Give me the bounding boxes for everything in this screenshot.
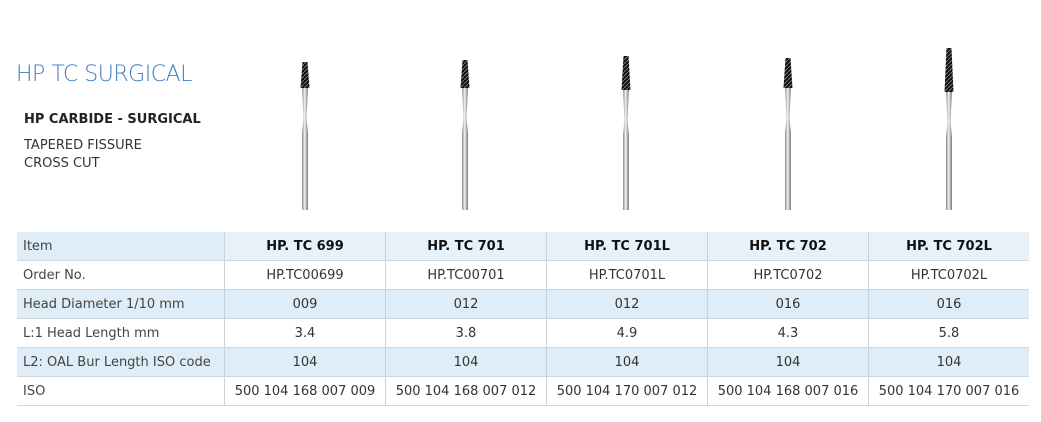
table-cell: 500 104 170 007 012 xyxy=(546,377,707,405)
table-cell: 500 104 168 007 016 xyxy=(707,377,868,405)
table: Item HP. TC 699 HP. TC 701 HP. TC 701L HP. T… xyxy=(17,232,1029,406)
table-cell: 016 xyxy=(707,290,868,318)
row-label: Item xyxy=(17,232,224,260)
table-cell: 500 104 168 007 012 xyxy=(385,377,546,405)
table-cell: 104 xyxy=(868,348,1029,376)
table-cell: 104 xyxy=(385,348,546,376)
description: CROSS CUT xyxy=(24,156,100,171)
table-cell: 104 xyxy=(546,348,707,376)
bur-part xyxy=(623,90,629,210)
bur-part xyxy=(302,88,308,210)
table-cell: 4.9 xyxy=(546,319,707,347)
table-cell: HP. TC 699 xyxy=(224,232,385,260)
table-row: L2: OAL Bur Length ISO code 104 104 104 104 1… xyxy=(17,348,1029,377)
table-cell: 016 xyxy=(868,290,1029,318)
table-cell: 009 xyxy=(224,290,385,318)
row-label: Head Diameter 1/10 mm xyxy=(17,290,224,318)
row-label: Order No. xyxy=(23,267,86,283)
table-row: Order No. HP.TC00699 HP.TC00701 HP.TC0701L H… xyxy=(17,261,1029,290)
table-cell: HP. TC 701 xyxy=(385,232,546,260)
description: TAPERED FISSURE xyxy=(24,138,142,153)
table-cell: 4.3 xyxy=(707,319,868,347)
row-label: ISO xyxy=(23,383,46,399)
table-cell: 500 104 168 007 009 xyxy=(224,377,385,405)
table-cell: HP.TC0702L xyxy=(868,261,1029,289)
table-cell: HP.TC00701 xyxy=(385,261,546,289)
bur-images xyxy=(300,48,954,210)
title: HP TC SURGICAL xyxy=(16,62,192,87)
bur-part xyxy=(300,62,310,88)
table-cell: 104 xyxy=(224,348,385,376)
table-cell: HP.TC00699 xyxy=(224,261,385,289)
table-cell: HP.TC0701L xyxy=(546,261,707,289)
table-cell: HP.TC0702 xyxy=(707,261,868,289)
table-row: Item HP. TC 699 HP. TC 701 HP. TC 701L HP. T… xyxy=(17,232,1029,261)
table-cell: 012 xyxy=(385,290,546,318)
row-label: L2: OAL Bur Length ISO code xyxy=(17,348,224,376)
table-row: ISO 500 104 168 007 009 500 104 168 007 01… xyxy=(17,377,1029,406)
table-cell: 500 104 170 007 016 xyxy=(868,377,1029,405)
table-cell: 3.8 xyxy=(385,319,546,347)
bur-part xyxy=(785,88,791,210)
bur-part xyxy=(462,88,468,210)
row-label: L:1 Head Length mm xyxy=(23,325,160,341)
bur-part xyxy=(460,60,470,88)
bur-part xyxy=(944,48,954,92)
table-cell: 012 xyxy=(546,290,707,318)
table-cell: HP. TC 701L xyxy=(546,232,707,260)
bur-part xyxy=(946,92,952,210)
subtitle: HP CARBIDE - SURGICAL xyxy=(24,112,201,127)
table-cell: 3.4 xyxy=(224,319,385,347)
table-cell: 5.8 xyxy=(868,319,1029,347)
table-row: L:1 Head Length mm 3.4 3.8 4.9 4.3 5.8 xyxy=(17,319,1029,348)
bur-part xyxy=(783,58,793,88)
table-row: Head Diameter 1/10 mm 009 012 012 016 016 xyxy=(17,290,1029,319)
bur-part xyxy=(621,56,631,90)
table-cell: 104 xyxy=(707,348,868,376)
table-cell: HP. TC 702 xyxy=(707,232,868,260)
table-cell: HP. TC 702L xyxy=(868,232,1029,260)
